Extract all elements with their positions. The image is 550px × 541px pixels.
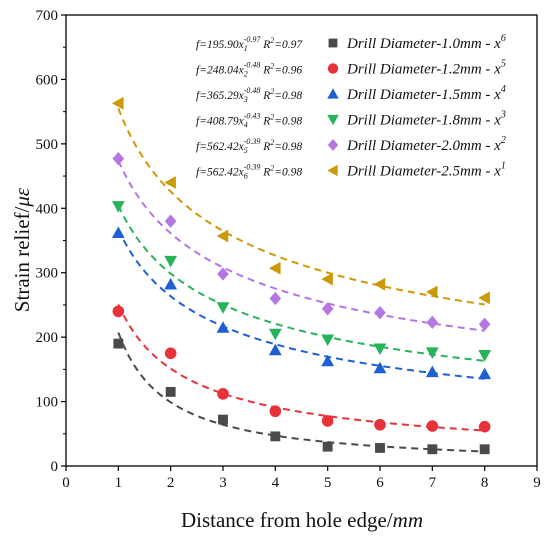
data-point-series-2: [269, 405, 282, 418]
fit-curve-series-2: [117, 304, 485, 432]
data-point-series-4: [268, 328, 282, 341]
data-point-series-4: [321, 334, 335, 347]
x-tick-label: 1: [115, 475, 123, 491]
data-point-series-2: [164, 347, 177, 360]
data-point-series-5: [164, 214, 177, 228]
x-tick-label: 0: [62, 475, 70, 491]
data-point-series-3: [373, 361, 387, 374]
data-point-series-1: [375, 443, 385, 453]
x-tick-label: 6: [376, 475, 384, 491]
fit-curve-series-1: [117, 332, 485, 453]
legend: f=195.90x1-0.97 R2=0.97 Drill Diameter-1.…: [196, 33, 506, 181]
y-axis-title: Strain relief/με: [10, 187, 34, 312]
axis-ticks: 0 1 2 3 4 5 6 7 8 9 0 100 200 300 400 500 600 700: [36, 8, 541, 491]
data-point-series-4: [373, 343, 387, 356]
y-tick-label: 300: [36, 266, 59, 282]
x-tick-label: 4: [272, 475, 280, 491]
legend-label-series-4: Drill Diameter-1.8mm - x3: [346, 110, 506, 129]
x-axis-title: Distance from hole edge/mm: [181, 508, 423, 532]
data-point-series-5: [321, 302, 334, 316]
fit-curve-series-6: [117, 108, 485, 306]
data-point-series-5: [426, 315, 439, 329]
data-point-series-2: [374, 418, 386, 431]
x-tick-label: 2: [167, 475, 175, 491]
data-markers: [111, 96, 492, 455]
fit-curve-series-4: [117, 205, 485, 362]
data-point-series-4: [425, 347, 439, 359]
data-point-series-1: [322, 441, 333, 452]
data-point-series-6: [111, 96, 124, 110]
data-point-series-6: [268, 261, 281, 275]
data-point-series-6: [216, 229, 229, 243]
data-point-series-1: [113, 338, 124, 349]
legend-marker-series-1: [328, 38, 338, 48]
data-point-series-5: [269, 291, 282, 306]
data-point-series-3: [478, 367, 492, 380]
data-point-series-3: [268, 343, 282, 356]
y-tick-label: 400: [36, 201, 59, 217]
fit-equation: f=562.42x5-0.39 R2=0.98: [196, 137, 302, 155]
legend-marker-series-5: [327, 139, 339, 151]
fit-equation: f=195.90x1-0.97 R2=0.97: [196, 35, 303, 53]
data-point-series-6: [478, 291, 490, 305]
legend-marker-series-6: [327, 164, 338, 177]
legend-label-series-3: Drill Diameter-1.5mm - x4: [346, 84, 506, 103]
data-point-series-5: [217, 267, 229, 281]
legend-label-series-6: Drill Diameter-2.5mm - x1: [346, 161, 506, 180]
data-point-series-2: [478, 420, 491, 433]
x-tick-label: 3: [219, 475, 227, 491]
data-point-series-5: [374, 305, 386, 320]
data-point-series-4: [111, 201, 125, 213]
data-point-series-2: [426, 420, 439, 432]
x-tick-label: 5: [324, 475, 332, 491]
data-point-series-1: [270, 431, 281, 442]
fit-equation: f=408.79x4-0.43 R2=0.98: [196, 112, 302, 130]
fit-curve-series-3: [117, 228, 485, 380]
data-point-series-6: [425, 285, 438, 299]
legend-marker-series-4: [327, 114, 339, 126]
x-tick-label: 7: [429, 475, 437, 491]
data-point-series-2: [321, 415, 334, 427]
y-tick-label: 500: [36, 137, 59, 153]
data-point-series-3: [164, 277, 178, 290]
x-tick-label: 9: [533, 475, 541, 491]
data-point-series-4: [164, 255, 178, 268]
data-point-series-5: [478, 317, 491, 331]
data-point-series-2: [217, 388, 229, 400]
data-point-series-2: [112, 305, 125, 318]
fit-curves: [117, 108, 485, 453]
legend-label-series-2: Drill Diameter-1.2mm - x5: [346, 59, 506, 78]
y-tick-label: 0: [51, 459, 59, 475]
y-tick-label: 700: [36, 8, 59, 24]
y-tick-label: 600: [36, 72, 59, 88]
plot-frame: [65, 14, 538, 467]
legend-label-series-1: Drill Diameter-1.0mm - x6: [346, 33, 506, 52]
data-point-series-1: [218, 414, 228, 425]
data-point-series-1: [427, 444, 438, 455]
y-tick-label: 200: [36, 330, 59, 346]
fit-equation: f=562.42x6-0.39 R2=0.98: [196, 163, 302, 181]
data-point-series-1: [165, 386, 176, 397]
data-point-series-1: [479, 444, 490, 455]
data-point-series-3: [321, 354, 335, 367]
data-point-series-3: [425, 365, 439, 378]
data-point-series-6: [164, 176, 176, 189]
legend-marker-series-2: [327, 63, 339, 74]
x-tick-label: 8: [481, 475, 489, 491]
data-point-series-4: [478, 349, 492, 362]
data-point-series-4: [216, 302, 230, 314]
y-tick-label: 100: [36, 395, 59, 411]
legend-marker-series-3: [327, 88, 339, 99]
fit-curve-series-5: [117, 160, 485, 332]
data-point-series-6: [373, 277, 386, 291]
data-point-series-5: [112, 152, 125, 166]
data-point-series-6: [321, 272, 333, 286]
fit-equation: f=365.29x3-0.48 R2=0.98: [196, 86, 302, 104]
fit-equation: f=248.04x2-0.48 R2=0.96: [196, 61, 302, 79]
data-point-series-3: [111, 226, 125, 238]
data-point-series-3: [216, 321, 230, 333]
legend-label-series-5: Drill Diameter-2.0mm - x2: [346, 135, 506, 154]
